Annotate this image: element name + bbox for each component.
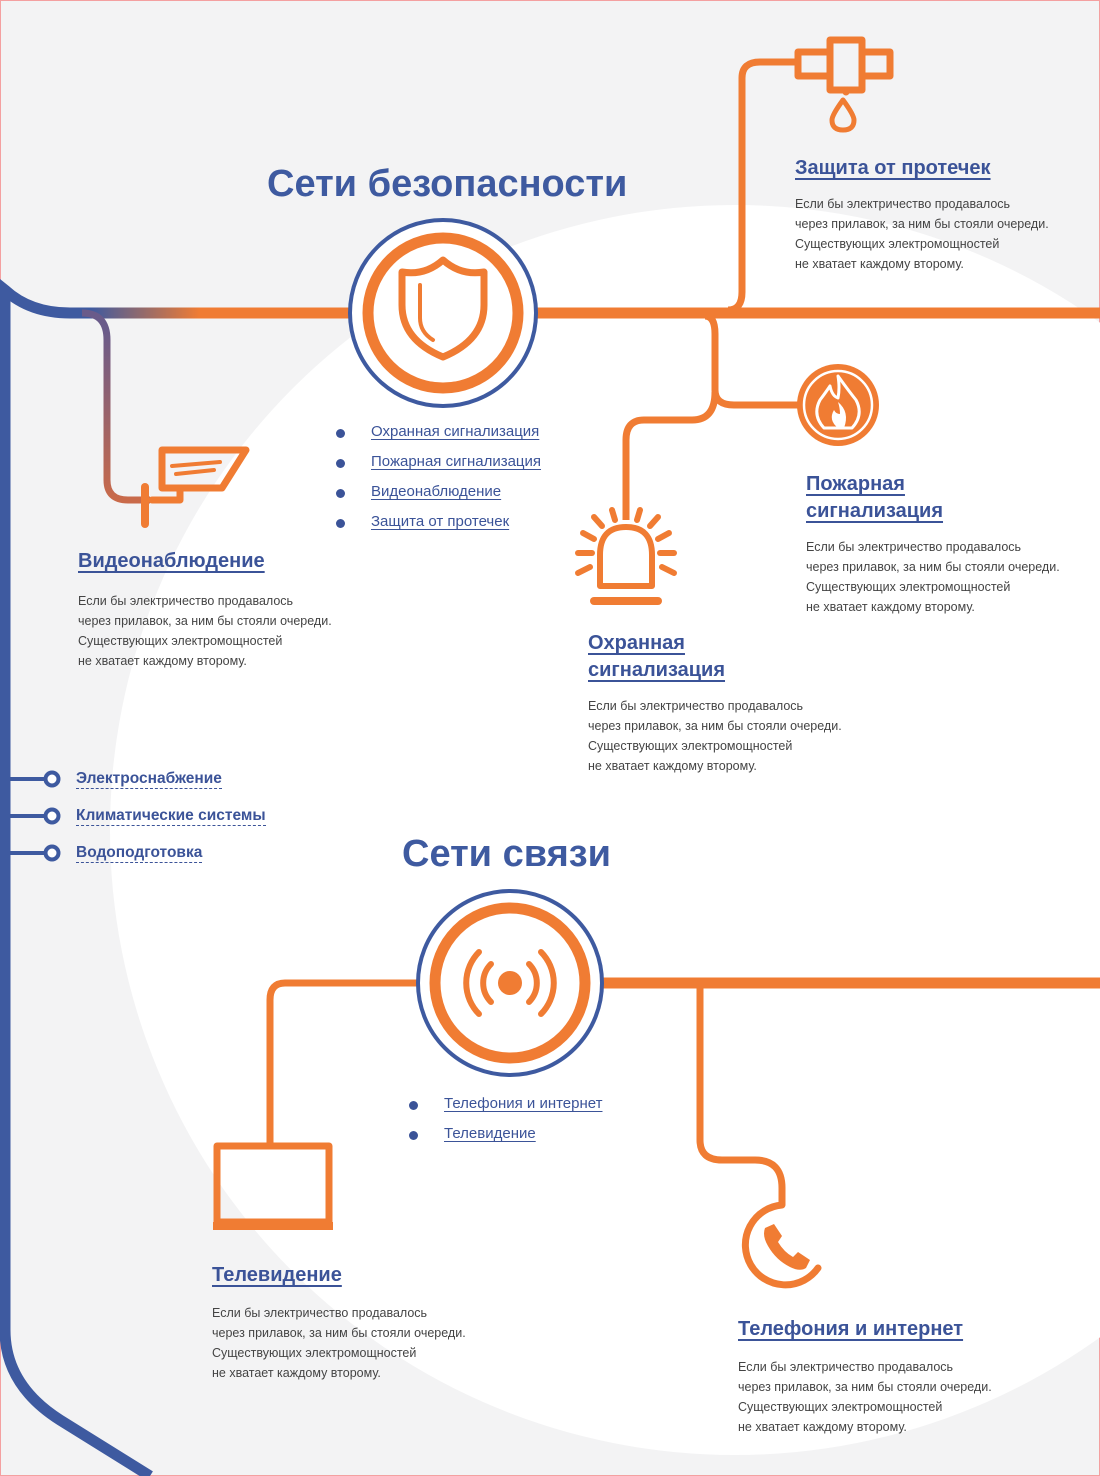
communication-hub (416, 889, 604, 1077)
leak-pipe-icon (794, 36, 894, 133)
tv-node: Телевидение Если бы электричество продав… (212, 1262, 512, 1383)
leak-title[interactable]: Защита от протечек (795, 157, 991, 179)
tv-branch-line (266, 979, 420, 1145)
bullet-icon (409, 1131, 418, 1140)
background-circle (110, 205, 1100, 1455)
bullet-icon (409, 1101, 418, 1110)
video-title[interactable]: Видеонаблюдение (78, 550, 265, 572)
link-video[interactable]: Видеонаблюдение (371, 483, 502, 500)
phone-icon (741, 1201, 822, 1289)
list-item: Пожарная сигнализация (336, 453, 541, 483)
security-title: Сети безопасности (267, 163, 628, 205)
tv-title[interactable]: Телевидение (212, 1264, 342, 1286)
link-leak[interactable]: Защита от протечек (371, 513, 510, 530)
phone-branch-line (696, 986, 786, 1205)
security-main-line (1, 285, 1100, 319)
bullet-icon (336, 489, 345, 498)
link-tv[interactable]: Телевидение (444, 1125, 536, 1142)
video-desc: Если бы электричество продавалось через … (78, 594, 332, 668)
list-item: Телевидение (409, 1125, 603, 1155)
link-alarm[interactable]: Охранная сигнализация (371, 423, 540, 440)
tv-monitor-icon (213, 1142, 333, 1230)
side-branches (5, 770, 61, 862)
side-node-power (43, 770, 61, 788)
communication-links-list: Телефония и интернет Телевидение (409, 1095, 603, 1155)
side-link-climate[interactable]: Климатические системы (76, 807, 266, 826)
alarm-title[interactable]: Охранная сигнализация (588, 632, 726, 681)
list-item: Телефония и интернет (409, 1095, 603, 1125)
side-link-power[interactable]: Электроснабжение (76, 770, 222, 789)
phone-title[interactable]: Телефония и интернет (738, 1318, 964, 1340)
tv-desc: Если бы электричество продавалось через … (212, 1306, 466, 1380)
communication-title: Сети связи (402, 833, 612, 875)
security-links-list: Охранная сигнализация Пожарная сигнализа… (336, 423, 541, 543)
blue-main-line (0, 278, 153, 1476)
bullet-icon (336, 519, 345, 528)
alarm-node: Охранная сигнализация Если бы электричес… (588, 630, 888, 776)
camera-branch-line (81, 309, 150, 504)
phone-node: Телефония и интернет Если бы электричест… (738, 1316, 1058, 1437)
list-item: Защита от протечек (336, 513, 541, 543)
fire-branch-line (704, 312, 798, 409)
fire-title[interactable]: Пожарная сигнализация (806, 473, 944, 522)
signal-broadcast-icon (463, 949, 557, 1017)
link-phone[interactable]: Телефония и интернет (444, 1095, 603, 1112)
flame-icon (797, 364, 879, 446)
fire-desc: Если бы электричество продавалось через … (806, 540, 1060, 614)
alarm-desc: Если бы электричество продавалось через … (588, 699, 842, 773)
leak-node: Защита от протечек Если бы электричество… (795, 155, 1085, 274)
video-node: Видеонаблюдение Если бы электричество пр… (78, 548, 378, 671)
security-hub (348, 218, 538, 408)
list-item: Видеонаблюдение (336, 483, 541, 513)
side-link-water[interactable]: Водоподготовка (76, 844, 203, 863)
side-node-climate (43, 807, 61, 825)
leak-desc: Если бы электричество продавалось через … (795, 197, 1049, 271)
cctv-camera-icon (141, 446, 250, 528)
alarm-branch-line (622, 391, 719, 520)
siren-icon (575, 507, 677, 605)
shield-icon (398, 256, 488, 361)
phone-desc: Если бы электричество продавалось через … (738, 1360, 992, 1434)
leak-branch-line (727, 58, 798, 314)
bullet-icon (336, 459, 345, 468)
link-fire[interactable]: Пожарная сигнализация (371, 453, 542, 470)
list-item: Охранная сигнализация (336, 423, 541, 453)
side-node-water (43, 844, 61, 862)
fire-node: Пожарная сигнализация Если бы электричес… (806, 471, 1096, 617)
bullet-icon (336, 429, 345, 438)
